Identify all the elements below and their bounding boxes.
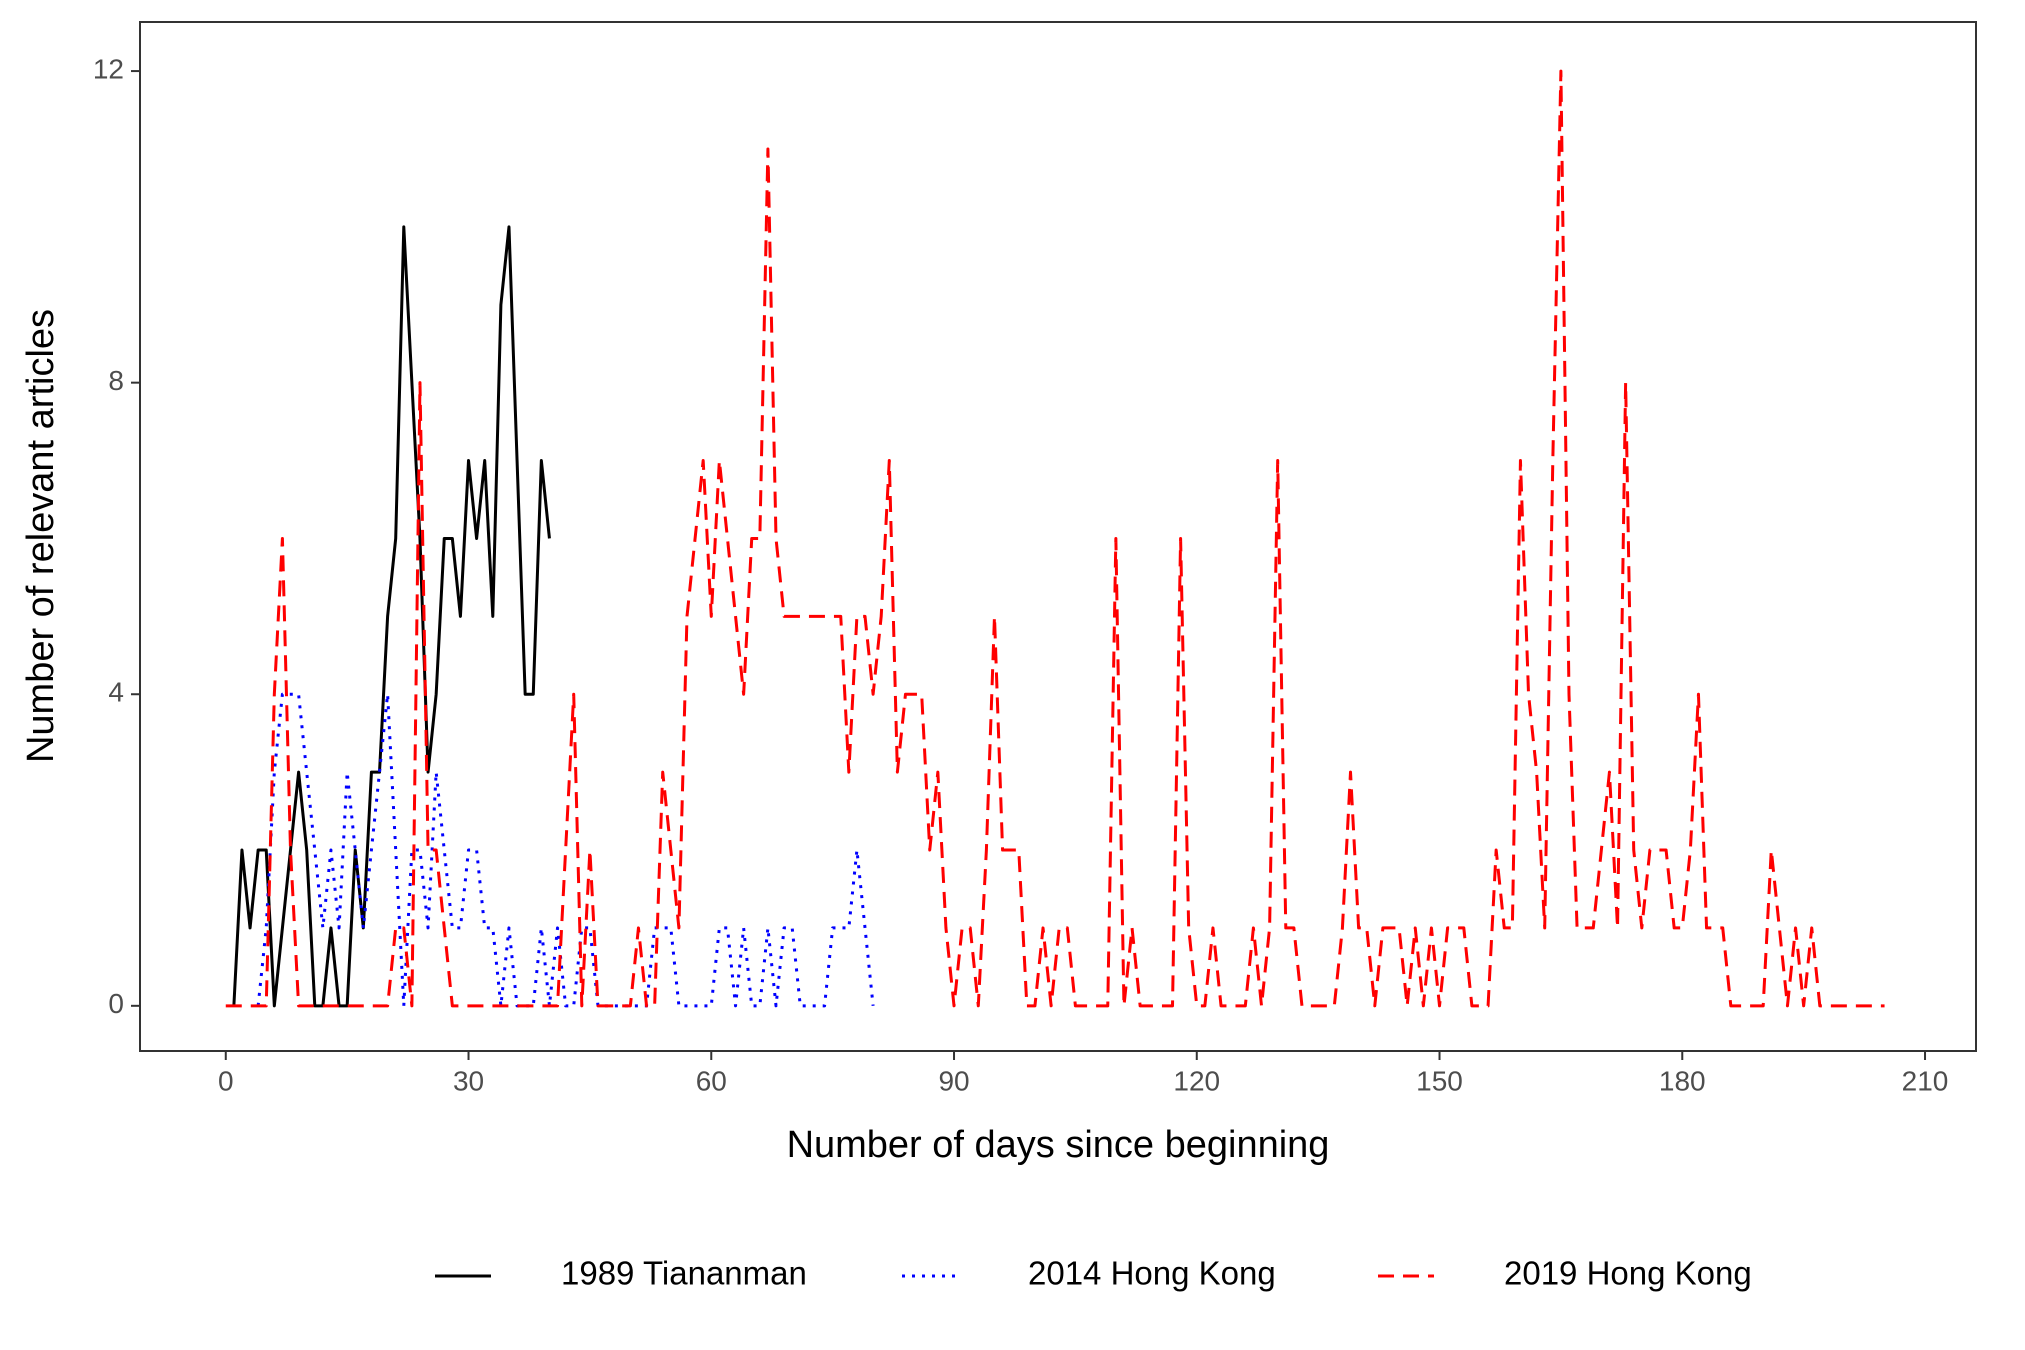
x-tick-label: 150	[1416, 1065, 1463, 1096]
x-axis-title: Number of days since beginning	[787, 1124, 1330, 1166]
series-line	[232, 225, 551, 1008]
panel-border	[139, 21, 1977, 1052]
series-line	[225, 69, 1885, 1008]
x-tick-label: 30	[453, 1065, 484, 1096]
x-tick-label: 90	[938, 1065, 969, 1096]
y-tick-label: 4	[108, 677, 124, 708]
x-tick-label: 60	[696, 1065, 727, 1096]
series-line	[256, 692, 875, 1008]
y-tick-label: 0	[108, 988, 124, 1019]
y-tick-label: 8	[108, 365, 124, 396]
legend-label: 2019 Hong Kong	[1504, 1255, 1752, 1292]
x-tick-label: 210	[1902, 1065, 1949, 1096]
y-axis-title: Number of relevant articles	[20, 309, 62, 763]
legend-label: 1989 Tiananman	[561, 1255, 807, 1292]
y-tick-label: 12	[93, 53, 124, 84]
x-tick-label: 180	[1659, 1065, 1706, 1096]
x-tick-label: 120	[1173, 1065, 1220, 1096]
x-tick-label: 0	[218, 1065, 234, 1096]
legend-label: 2014 Hong Kong	[1028, 1255, 1276, 1292]
